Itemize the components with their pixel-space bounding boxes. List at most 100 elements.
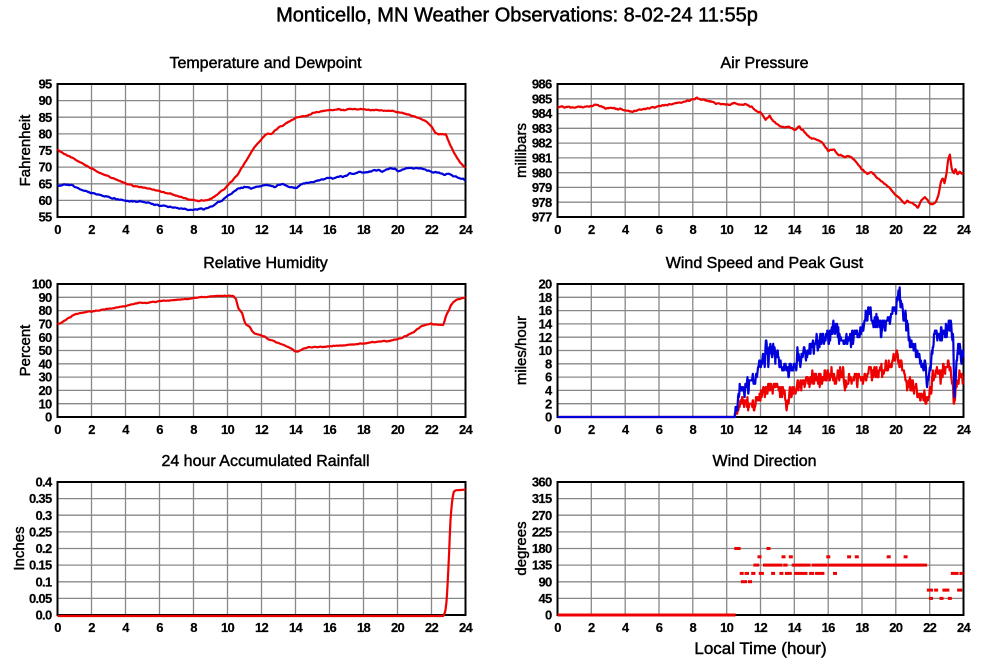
svg-text:14: 14 (289, 422, 304, 437)
svg-text:Monticello, MN Weather Observa: Monticello, MN Weather Observations: 8-0… (276, 5, 758, 27)
svg-text:985: 985 (532, 91, 552, 106)
svg-text:14: 14 (538, 317, 553, 332)
svg-text:0: 0 (54, 422, 61, 437)
svg-text:315: 315 (532, 491, 552, 506)
svg-text:2: 2 (588, 222, 595, 237)
svg-text:22: 22 (425, 422, 439, 437)
svg-text:0.2: 0.2 (36, 541, 52, 556)
svg-text:14: 14 (289, 620, 304, 635)
svg-text:18: 18 (357, 422, 371, 437)
svg-text:979: 979 (532, 180, 552, 195)
svg-text:982: 982 (532, 136, 552, 151)
svg-text:12: 12 (255, 422, 269, 437)
svg-text:18: 18 (855, 222, 869, 237)
svg-text:8: 8 (545, 356, 552, 371)
svg-text:14: 14 (289, 222, 304, 237)
svg-text:70: 70 (38, 160, 52, 175)
svg-text:4: 4 (122, 620, 130, 635)
svg-text:90: 90 (38, 290, 52, 305)
svg-text:12: 12 (538, 330, 552, 345)
svg-text:4: 4 (622, 620, 630, 635)
svg-text:6: 6 (656, 222, 663, 237)
svg-text:8: 8 (190, 222, 197, 237)
svg-text:20: 20 (889, 620, 903, 635)
svg-text:24: 24 (459, 222, 474, 237)
svg-text:0.25: 0.25 (29, 525, 52, 540)
svg-text:18: 18 (357, 620, 371, 635)
svg-text:65: 65 (38, 176, 52, 191)
svg-text:45: 45 (538, 591, 552, 606)
svg-text:millibars: millibars (513, 123, 530, 178)
svg-text:14: 14 (788, 620, 803, 635)
svg-text:0: 0 (545, 608, 552, 623)
svg-text:12: 12 (754, 422, 768, 437)
svg-text:2: 2 (588, 620, 595, 635)
svg-text:20: 20 (391, 422, 405, 437)
svg-text:0.0: 0.0 (36, 608, 52, 623)
svg-text:978: 978 (532, 195, 552, 210)
svg-text:4: 4 (122, 222, 130, 237)
svg-text:Fahrenheit: Fahrenheit (17, 114, 34, 187)
svg-text:80: 80 (38, 127, 52, 142)
svg-text:2: 2 (588, 422, 595, 437)
svg-text:981: 981 (532, 151, 552, 166)
svg-text:16: 16 (822, 222, 836, 237)
svg-text:30: 30 (38, 370, 52, 385)
svg-text:miles/hour: miles/hour (513, 316, 530, 385)
svg-text:4: 4 (622, 422, 630, 437)
svg-text:6: 6 (656, 620, 663, 635)
svg-text:8: 8 (190, 620, 197, 635)
svg-text:4: 4 (622, 222, 630, 237)
svg-text:10: 10 (720, 222, 734, 237)
svg-text:4: 4 (122, 422, 130, 437)
svg-text:8: 8 (190, 422, 197, 437)
svg-text:135: 135 (532, 558, 552, 573)
svg-text:12: 12 (754, 222, 768, 237)
svg-text:24: 24 (957, 422, 972, 437)
svg-text:Temperature and Dewpoint: Temperature and Dewpoint (169, 55, 362, 72)
svg-text:12: 12 (255, 620, 269, 635)
svg-text:2: 2 (545, 396, 552, 411)
svg-text:8: 8 (690, 422, 697, 437)
svg-text:10: 10 (221, 620, 235, 635)
svg-text:984: 984 (532, 106, 553, 121)
svg-text:360: 360 (532, 475, 552, 490)
svg-text:0.15: 0.15 (29, 558, 52, 573)
svg-text:20: 20 (889, 422, 903, 437)
svg-text:0: 0 (545, 410, 552, 425)
svg-text:4: 4 (545, 383, 553, 398)
svg-text:Local Time (hour): Local Time (hour) (694, 639, 826, 658)
svg-text:20: 20 (391, 620, 405, 635)
svg-text:Percent: Percent (17, 324, 34, 377)
svg-text:14: 14 (788, 422, 803, 437)
svg-text:55: 55 (38, 210, 52, 225)
svg-text:80: 80 (38, 303, 52, 318)
svg-text:18: 18 (357, 222, 371, 237)
svg-text:16: 16 (323, 422, 337, 437)
svg-text:20: 20 (538, 277, 552, 292)
svg-text:986: 986 (532, 77, 552, 92)
svg-text:225: 225 (532, 525, 552, 540)
svg-text:24: 24 (957, 620, 972, 635)
svg-text:0.35: 0.35 (29, 491, 52, 506)
svg-text:12: 12 (754, 620, 768, 635)
svg-text:20: 20 (38, 383, 52, 398)
svg-text:24 hour Accumulated Rainfall: 24 hour Accumulated Rainfall (161, 453, 369, 470)
svg-text:16: 16 (323, 222, 337, 237)
svg-text:20: 20 (889, 222, 903, 237)
svg-text:6: 6 (656, 422, 663, 437)
svg-text:0: 0 (54, 222, 61, 237)
svg-text:16: 16 (822, 422, 836, 437)
svg-text:983: 983 (532, 121, 552, 136)
svg-text:75: 75 (38, 143, 52, 158)
svg-text:22: 22 (923, 620, 937, 635)
svg-text:100: 100 (32, 277, 52, 292)
svg-text:22: 22 (923, 422, 937, 437)
svg-text:10: 10 (38, 396, 52, 411)
svg-text:90: 90 (38, 93, 52, 108)
svg-text:14: 14 (788, 222, 803, 237)
svg-text:2: 2 (88, 422, 95, 437)
svg-text:0.05: 0.05 (29, 591, 52, 606)
svg-text:95: 95 (38, 77, 52, 92)
svg-text:0: 0 (554, 620, 561, 635)
